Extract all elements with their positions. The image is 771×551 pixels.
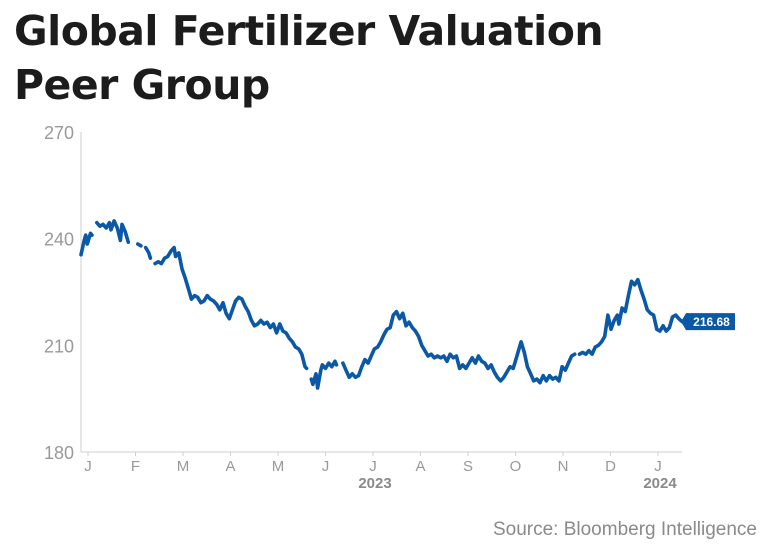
series-line [577,277,684,356]
x-tick-label: S [463,458,473,475]
series-line [309,359,339,390]
series-line [153,245,309,371]
y-tick-label: 180 [44,443,74,463]
series-line [341,309,577,385]
chart-title: Global Fertilizer Valuation Peer Group [14,4,754,112]
x-tick-label: J [369,458,377,475]
x-tick-label: M [272,458,285,475]
year-label: 2024 [643,475,677,492]
x-tick-label: A [225,458,235,475]
last-value-label: 216.68 [693,315,730,329]
y-tick-label: 240 [44,230,74,250]
year-label: 2023 [358,475,391,492]
chart-title-line-1: Global Fertilizer Valuation [14,7,604,55]
chart-series [79,219,684,390]
x-tick-label: A [415,458,425,475]
source-note: Source: Bloomberg Intelligence [492,519,757,540]
x-tick-label: J [84,458,92,475]
chart-axes [80,132,682,456]
series-line [136,242,143,248]
x-tick-label: O [510,458,522,475]
y-tick-label: 270 [44,123,74,143]
y-tick-label: 210 [44,336,74,356]
last-value-badge [681,313,735,331]
series-line [143,245,153,260]
series-line [95,219,131,244]
x-tick-label: F [131,458,140,475]
x-tick-label: N [558,458,569,475]
x-tick-label: M [177,458,190,475]
x-tick-label: J [322,458,330,475]
chart-title-line-2: Peer Group [14,61,270,109]
x-tick-label: D [605,458,616,475]
series-line [79,231,94,257]
x-tick-label: J [654,458,662,475]
